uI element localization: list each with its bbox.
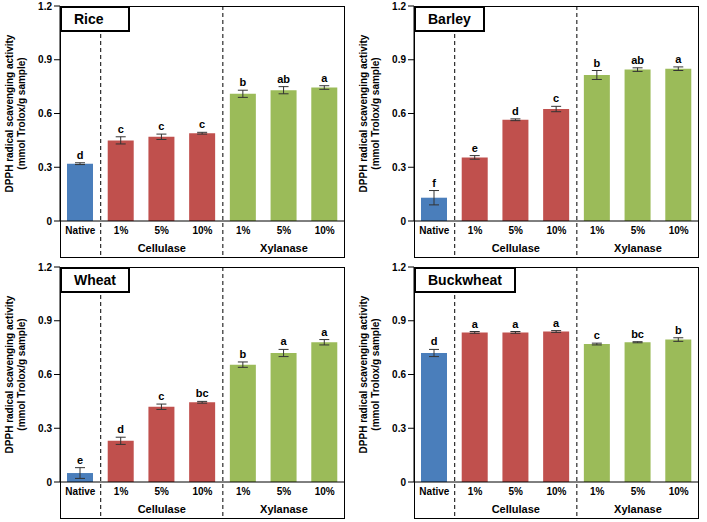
svg-text:DPPH radical scavenging activi: DPPH radical scavenging activity (358, 34, 369, 192)
svg-text:c: c (553, 92, 559, 104)
svg-text:DPPH radical scavenging activi: DPPH radical scavenging activity (8, 295, 15, 453)
svg-text:a: a (281, 335, 288, 347)
svg-text:c: c (118, 123, 124, 135)
svg-text:5%: 5% (631, 225, 646, 236)
svg-text:c: c (158, 120, 164, 132)
svg-text:5%: 5% (277, 486, 292, 497)
svg-text:Native: Native (419, 486, 449, 497)
svg-text:a: a (553, 317, 560, 329)
svg-text:1%: 1% (236, 486, 251, 497)
svg-text:c: c (199, 118, 205, 130)
svg-text:1.2: 1.2 (38, 262, 52, 273)
svg-text:a: a (321, 72, 328, 84)
svg-text:Xylanase: Xylanase (614, 242, 662, 254)
svg-text:DPPH radical scavenging activi: DPPH radical scavenging activity (358, 295, 369, 453)
svg-text:0: 0 (400, 216, 406, 227)
svg-text:0.3: 0.3 (38, 162, 52, 173)
svg-text:Cellulase: Cellulase (492, 503, 540, 515)
svg-text:0: 0 (400, 477, 406, 488)
svg-text:a: a (512, 318, 519, 330)
svg-text:0.3: 0.3 (392, 423, 406, 434)
svg-text:f: f (432, 177, 436, 189)
svg-text:1%: 1% (590, 486, 605, 497)
svg-text:(mmol Trolox/g sample): (mmol Trolox/g sample) (370, 318, 381, 430)
html-text:Buckwheat: Buckwheat (428, 272, 502, 288)
svg-text:c: c (594, 329, 600, 341)
svg-text:10%: 10% (192, 486, 212, 497)
svg-text:bc: bc (631, 328, 644, 340)
svg-text:c: c (158, 390, 164, 402)
svg-text:0: 0 (46, 216, 52, 227)
svg-text:d: d (431, 335, 438, 347)
svg-text:0.9: 0.9 (38, 315, 52, 326)
svg-text:0.9: 0.9 (392, 315, 406, 326)
svg-text:10%: 10% (315, 486, 335, 497)
svg-text:10%: 10% (546, 486, 566, 497)
svg-text:Native: Native (65, 486, 95, 497)
svg-text:Cellulase: Cellulase (492, 242, 540, 254)
svg-text:(mmol Trolox/g sample): (mmol Trolox/g sample) (370, 57, 381, 169)
svg-text:b: b (593, 57, 600, 69)
svg-text:b: b (239, 76, 246, 88)
svg-text:0.3: 0.3 (38, 423, 52, 434)
svg-text:0.6: 0.6 (392, 369, 406, 380)
svg-text:1.2: 1.2 (392, 262, 406, 273)
svg-text:10%: 10% (546, 225, 566, 236)
svg-text:0.9: 0.9 (392, 54, 406, 65)
svg-text:5%: 5% (509, 225, 524, 236)
svg-text:1.2: 1.2 (392, 1, 406, 12)
svg-text:1%: 1% (114, 225, 129, 236)
svg-text:0.6: 0.6 (38, 108, 52, 119)
svg-text:e: e (472, 142, 478, 154)
svg-text:1%: 1% (468, 225, 483, 236)
svg-text:0: 0 (46, 477, 52, 488)
svg-text:5%: 5% (509, 486, 524, 497)
svg-text:10%: 10% (192, 225, 212, 236)
svg-text:b: b (675, 324, 682, 336)
svg-text:d: d (512, 105, 519, 117)
svg-text:5%: 5% (155, 486, 170, 497)
svg-text:1%: 1% (590, 225, 605, 236)
svg-text:0.6: 0.6 (38, 369, 52, 380)
svg-text:d: d (117, 423, 124, 435)
svg-text:Xylanase: Xylanase (260, 242, 308, 254)
svg-text:5%: 5% (277, 225, 292, 236)
svg-text:1%: 1% (114, 486, 129, 497)
svg-text:0.3: 0.3 (392, 162, 406, 173)
svg-text:10%: 10% (669, 225, 689, 236)
svg-text:ab: ab (277, 73, 290, 85)
svg-text:0.9: 0.9 (38, 54, 52, 65)
svg-text:e: e (77, 454, 83, 466)
svg-text:bc: bc (196, 387, 209, 399)
svg-text:1%: 1% (236, 225, 251, 236)
svg-text:a: a (675, 53, 682, 65)
svg-text:Native: Native (419, 225, 449, 236)
svg-text:ab: ab (631, 54, 644, 66)
svg-text:5%: 5% (631, 486, 646, 497)
svg-text:(mmol Trolox/g sample): (mmol Trolox/g sample) (16, 57, 27, 169)
svg-text:Cellulase: Cellulase (138, 242, 186, 254)
svg-text:0.6: 0.6 (392, 108, 406, 119)
svg-text:10%: 10% (669, 486, 689, 497)
html-text:Barley: Barley (428, 11, 471, 27)
html-text:Wheat: Wheat (74, 272, 116, 288)
svg-text:Xylanase: Xylanase (614, 503, 662, 515)
html-text:Rice: Rice (74, 11, 104, 27)
svg-text:b: b (239, 348, 246, 360)
svg-text:DPPH radical scavenging activi: DPPH radical scavenging activity (8, 34, 15, 192)
svg-text:(mmol Trolox/g sample): (mmol Trolox/g sample) (16, 318, 27, 430)
svg-text:5%: 5% (155, 225, 170, 236)
svg-text:d: d (77, 149, 84, 161)
svg-text:a: a (321, 326, 328, 338)
svg-text:Cellulase: Cellulase (138, 503, 186, 515)
svg-text:10%: 10% (315, 225, 335, 236)
svg-text:a: a (472, 318, 479, 330)
svg-text:Native: Native (65, 225, 95, 236)
svg-text:Xylanase: Xylanase (260, 503, 308, 515)
svg-text:1%: 1% (468, 486, 483, 497)
svg-text:1.2: 1.2 (38, 1, 52, 12)
